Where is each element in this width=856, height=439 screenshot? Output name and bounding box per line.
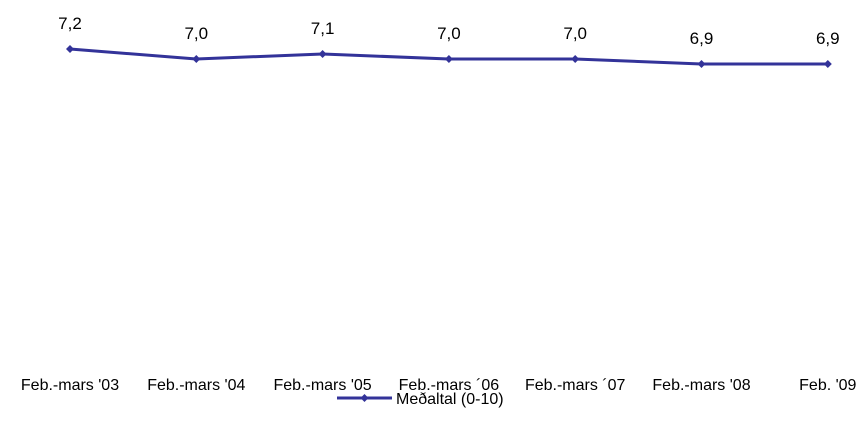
data-label: 6,9: [690, 29, 714, 48]
data-label: 6,9: [816, 29, 840, 48]
x-tick-label: Feb.-mars '08: [652, 377, 750, 394]
x-tick-label: Feb.-mars '05: [273, 377, 371, 394]
data-point: [697, 60, 706, 68]
data-point: [192, 55, 201, 63]
legend-label: Meðaltal (0-10): [396, 391, 504, 408]
data-labels: 7,2 7,0 7,1 7,0 7,0 6,9 6,9: [58, 14, 839, 48]
data-point: [318, 50, 327, 58]
x-tick-label: Feb.-mars '04: [147, 377, 245, 394]
x-tick-label: Feb.-mars ´06: [399, 377, 500, 394]
data-label: 7,0: [437, 24, 461, 43]
legend-marker: [360, 394, 369, 402]
x-tick-label: Feb.-mars ´07: [525, 377, 626, 394]
x-axis-tick-labels: Feb.-mars '03 Feb.-mars '04 Feb.-mars '05 F…: [21, 377, 856, 394]
data-label: 7,0: [184, 24, 208, 43]
legend: Meðaltal (0-10): [337, 391, 504, 408]
data-point: [66, 45, 74, 53]
x-tick-label: Feb. '09: [799, 377, 856, 394]
data-point: [571, 55, 580, 63]
data-label: 7,1: [311, 19, 335, 38]
data-point: [823, 60, 832, 68]
data-label: 7,2: [58, 14, 82, 33]
data-point: [444, 55, 453, 63]
data-label: 7,0: [563, 24, 587, 43]
series-points: [66, 45, 832, 68]
x-tick-label: Feb.-mars '03: [21, 377, 119, 394]
